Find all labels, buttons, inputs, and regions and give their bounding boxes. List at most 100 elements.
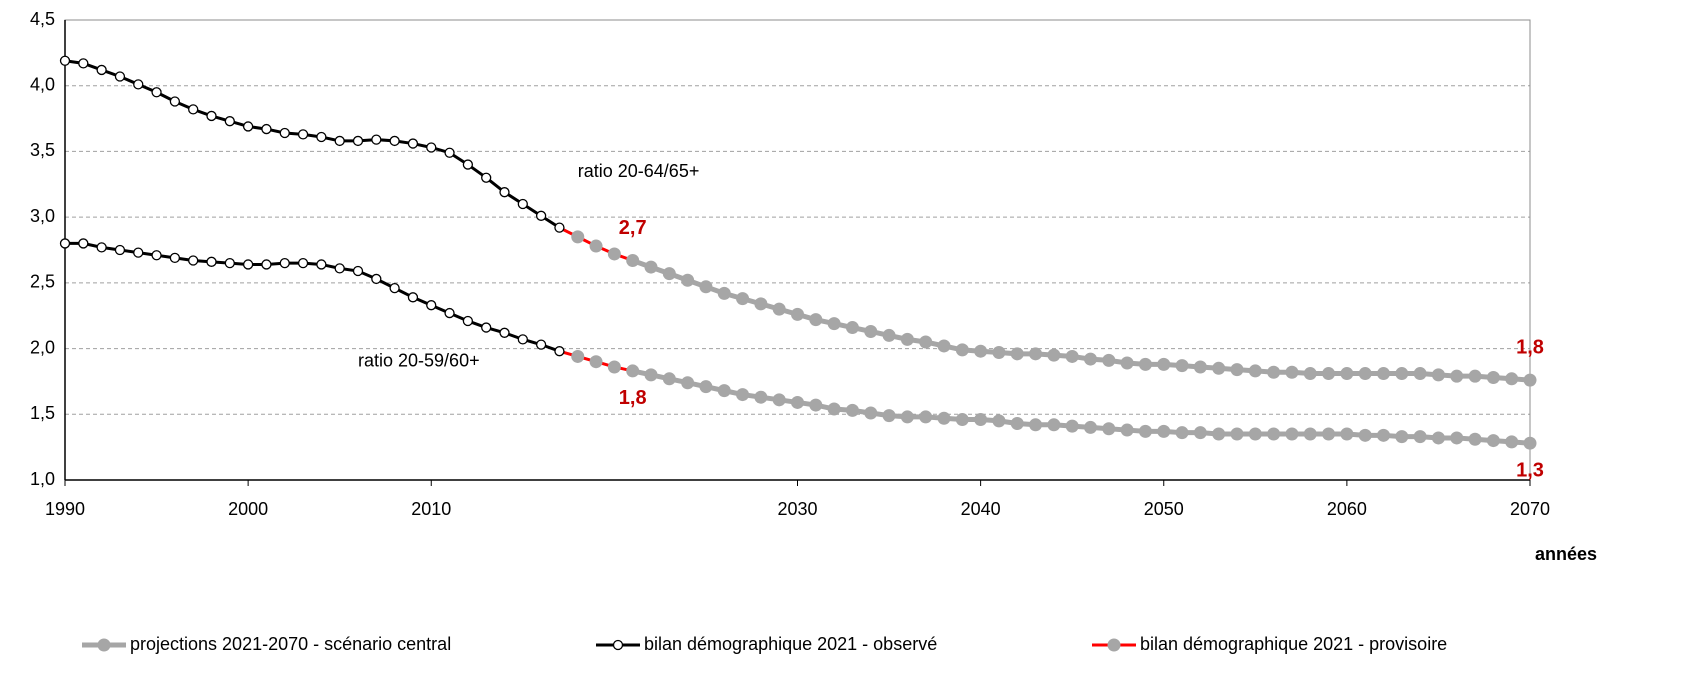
point	[900, 410, 914, 424]
y-tick-label: 1,0	[30, 469, 55, 489]
point	[754, 297, 768, 311]
point	[1450, 431, 1464, 445]
point	[1157, 424, 1171, 438]
point	[407, 138, 419, 149]
point	[334, 135, 345, 147]
point	[535, 210, 547, 221]
point	[1267, 365, 1281, 379]
point	[681, 273, 695, 287]
point	[297, 129, 309, 140]
x-tick-label: 2010	[411, 499, 451, 519]
point	[352, 265, 364, 277]
point	[589, 239, 603, 253]
point	[791, 395, 804, 409]
point	[1322, 367, 1336, 381]
point	[644, 260, 658, 274]
point	[462, 315, 474, 327]
point	[1322, 427, 1336, 441]
point	[681, 376, 695, 390]
point	[955, 413, 969, 427]
point	[1413, 430, 1427, 444]
point	[1285, 365, 1299, 379]
point	[1175, 359, 1189, 373]
point	[1065, 349, 1079, 363]
y-tick-label: 4,0	[30, 74, 55, 94]
point	[699, 280, 713, 294]
point	[1395, 367, 1409, 381]
point	[517, 334, 528, 345]
point	[864, 324, 878, 338]
point	[791, 307, 804, 321]
x-tick-label: 2040	[961, 499, 1001, 519]
point	[1377, 367, 1390, 381]
y-tick-label: 3,0	[30, 206, 55, 226]
x-tick-label: 2060	[1327, 499, 1367, 519]
point	[1486, 370, 1500, 384]
point	[937, 411, 951, 425]
point	[1065, 419, 1079, 433]
point	[224, 257, 235, 269]
point	[224, 116, 235, 127]
point	[1120, 356, 1134, 370]
point	[407, 292, 419, 303]
point	[736, 292, 750, 306]
point	[1010, 347, 1024, 361]
point	[992, 414, 1006, 428]
point	[1486, 434, 1500, 448]
point	[1029, 418, 1043, 432]
point	[444, 147, 455, 158]
point	[882, 328, 896, 342]
point	[1523, 436, 1537, 450]
point	[279, 257, 290, 269]
point	[1358, 428, 1372, 442]
point	[444, 307, 455, 319]
point	[206, 256, 217, 267]
point	[1047, 418, 1061, 432]
point	[535, 339, 547, 350]
point	[1248, 427, 1262, 441]
point	[188, 104, 199, 115]
series-line	[577, 235, 634, 262]
point	[772, 302, 786, 316]
point	[1248, 364, 1262, 378]
legend-label: projections 2021-2070 - scénario central	[130, 634, 451, 654]
point	[517, 198, 528, 210]
point	[426, 300, 437, 311]
x-tick-label: 2050	[1144, 499, 1184, 519]
point	[426, 142, 437, 153]
point	[1285, 427, 1299, 441]
point	[717, 384, 731, 398]
point	[1303, 427, 1317, 441]
point	[1468, 369, 1482, 383]
point	[389, 282, 400, 294]
x-axis-label: années	[1535, 544, 1597, 564]
point	[499, 187, 510, 198]
y-tick-label: 4,5	[30, 9, 55, 29]
x-tick-label: 2070	[1510, 499, 1550, 519]
point	[809, 398, 823, 412]
point	[1084, 352, 1097, 366]
point	[78, 58, 89, 69]
point	[279, 127, 290, 139]
point	[133, 247, 144, 258]
y-tick-label: 3,5	[30, 140, 55, 160]
point	[699, 380, 713, 394]
point	[554, 222, 565, 233]
point	[1431, 431, 1445, 445]
legend-label: bilan démographique 2021 - provisoire	[1140, 634, 1447, 654]
value-label: 1,8	[1516, 336, 1544, 358]
point	[919, 335, 933, 349]
series-line	[64, 59, 561, 229]
annotation: ratio 20-64/65+	[578, 161, 700, 181]
annotation: ratio 20-59/60+	[358, 350, 480, 370]
point	[827, 317, 841, 331]
point	[607, 247, 621, 261]
point	[261, 259, 272, 270]
point	[188, 255, 199, 266]
point	[1340, 427, 1354, 441]
y-tick-label: 1,5	[30, 403, 55, 423]
point	[662, 267, 676, 281]
point	[1212, 427, 1226, 441]
point	[1358, 367, 1372, 381]
point	[1450, 369, 1464, 383]
